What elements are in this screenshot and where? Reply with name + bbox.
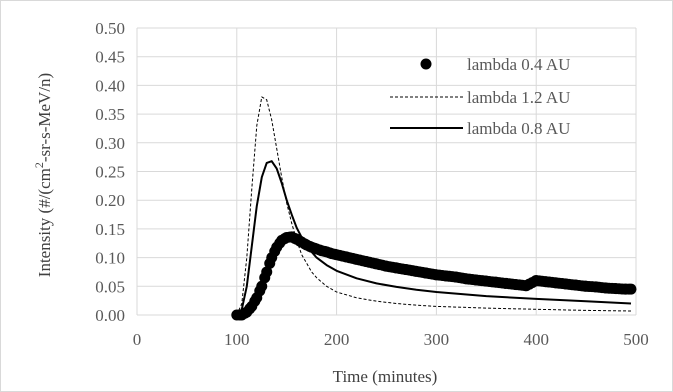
y-tick-label: 0.40 <box>95 76 125 95</box>
plot-series <box>231 96 637 321</box>
x-tick-label: 300 <box>424 330 450 349</box>
legend-label-lambda-08: lambda 0.8 AU <box>467 119 570 138</box>
x-tick-label: 400 <box>523 330 549 349</box>
y-tick-label: 0.30 <box>95 134 125 153</box>
y-tick-label: 0.50 <box>95 19 125 38</box>
y-tick-label: 0.20 <box>95 191 125 210</box>
gridlines <box>136 27 637 316</box>
data-point-lambda-04 <box>625 283 637 295</box>
y-tick-label: 0.35 <box>95 105 125 124</box>
legend: lambda 0.4 AU lambda 1.2 AU lambda 0.8 A… <box>390 55 570 138</box>
x-tick-label: 200 <box>324 330 350 349</box>
legend-marker-lambda-04 <box>420 58 432 70</box>
legend-label-lambda-12: lambda 1.2 AU <box>467 88 570 107</box>
y-tick-label: 0.00 <box>95 306 125 325</box>
data-point-lambda-04 <box>256 280 268 292</box>
y-axis-title-superscript: 2 <box>32 162 46 168</box>
y-tick-label: 0.25 <box>95 163 125 182</box>
y-axis-title-part-1: Intensity (#/(cm <box>35 168 54 277</box>
y-axis-title: Intensity (#/(cm2-sr-s-MeV/n) <box>32 73 54 277</box>
y-tick-label: 0.05 <box>95 277 125 296</box>
x-tick-label: 100 <box>224 330 250 349</box>
legend-label-lambda-04: lambda 0.4 AU <box>467 55 570 74</box>
x-axis-title: Time (minutes) <box>333 367 438 386</box>
y-tick-label: 0.15 <box>95 220 125 239</box>
series-line-lambda-08 <box>236 160 632 316</box>
y-axis-title-part-2: -sr-s-MeV/n) <box>35 73 54 162</box>
y-tick-label: 0.10 <box>95 249 125 268</box>
x-tick-label: 500 <box>623 330 649 349</box>
data-point-lambda-04 <box>261 266 273 278</box>
y-tick-labels: 0.00 0.05 0.10 0.15 0.20 0.25 0.30 0.35 0.40 0.45… <box>95 19 125 325</box>
x-tick-label: 0 <box>133 330 142 349</box>
x-tick-labels: 0 100 200 300 400 500 <box>133 330 649 349</box>
y-tick-label: 0.45 <box>95 48 125 67</box>
series-line-lambda-12 <box>236 96 632 316</box>
